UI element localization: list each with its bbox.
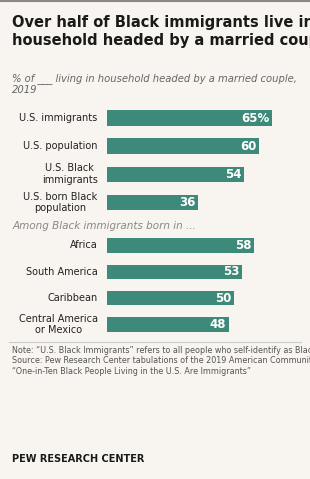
Bar (107, 167, 244, 182)
Text: 48: 48 (210, 318, 226, 331)
Text: PEW RESEARCH CENTER: PEW RESEARCH CENTER (12, 454, 145, 464)
Text: 58: 58 (235, 239, 252, 252)
Text: U.S. immigrants: U.S. immigrants (20, 113, 98, 123)
Text: U.S. population: U.S. population (23, 141, 98, 151)
Text: 50: 50 (215, 292, 232, 305)
Text: 65%: 65% (241, 112, 270, 125)
Text: % of ___ living in household headed by a married couple,
2019: % of ___ living in household headed by a… (12, 73, 297, 95)
Text: Over half of Black immigrants live in a
household headed by a married couple: Over half of Black immigrants live in a … (12, 15, 310, 48)
Bar (107, 138, 259, 154)
Text: Caribbean: Caribbean (47, 293, 98, 303)
Bar (107, 110, 272, 126)
Text: 60: 60 (241, 140, 257, 153)
Text: 53: 53 (223, 265, 239, 278)
Bar (107, 291, 234, 306)
Bar (107, 238, 255, 253)
Text: U.S. Black
immigrants: U.S. Black immigrants (42, 163, 98, 185)
Text: Among Black immigrants born in ...: Among Black immigrants born in ... (12, 221, 196, 231)
Bar (107, 194, 198, 210)
Bar (107, 264, 242, 279)
Text: U.S. born Black
population: U.S. born Black population (23, 192, 98, 213)
Bar (107, 317, 229, 332)
Text: Africa: Africa (70, 240, 98, 251)
Text: South America: South America (26, 267, 98, 277)
Text: 54: 54 (225, 168, 242, 181)
Text: Note: “U.S. Black Immigrants” refers to all people who self-identify as Black, i: Note: “U.S. Black Immigrants” refers to … (12, 346, 310, 376)
Text: 36: 36 (179, 196, 196, 209)
Text: Central America
or Mexico: Central America or Mexico (19, 314, 98, 335)
